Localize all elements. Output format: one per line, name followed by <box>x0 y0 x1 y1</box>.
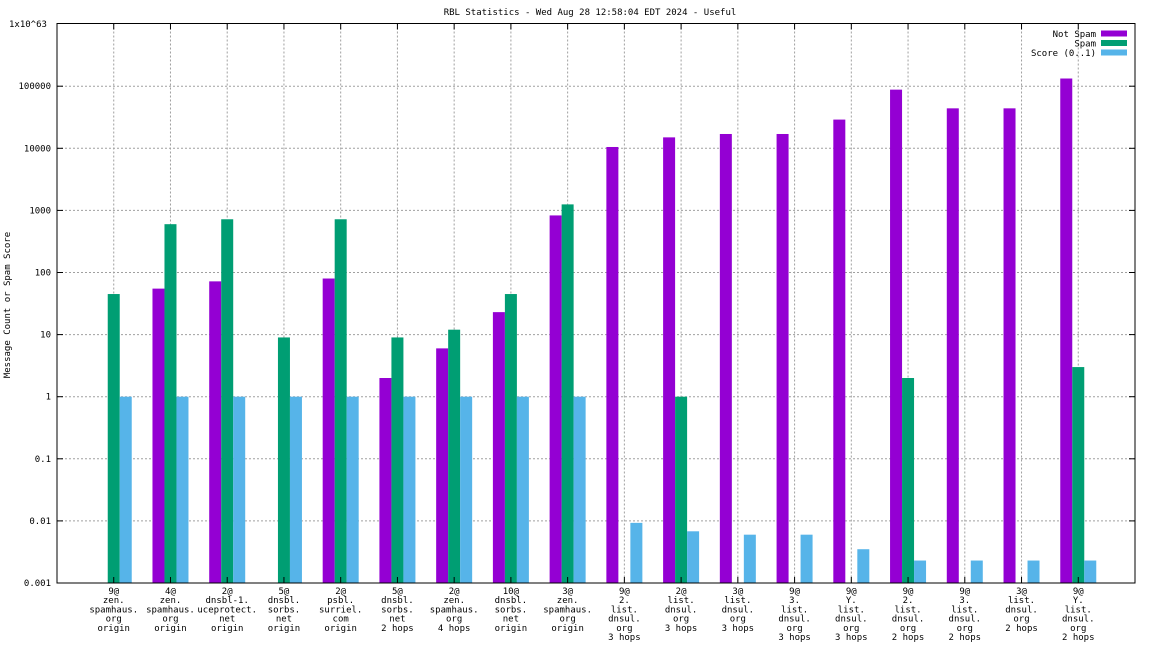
chart-title: RBL Statistics - Wed Aug 28 12:58:04 EDT… <box>444 8 737 18</box>
bars-layer <box>107 78 1097 584</box>
x-tick-label: 9@ Y. list. dnsul. org 2 hops <box>1062 587 1095 643</box>
x-tick-label: 3@ list. dnsul. org 3 hops <box>722 587 755 634</box>
y-tick-label: 100000 <box>18 82 51 92</box>
bar <box>914 560 927 583</box>
y-tick-label: 100 <box>35 269 51 279</box>
bar <box>663 137 676 583</box>
bar <box>176 396 189 583</box>
bar <box>164 224 177 583</box>
bar <box>970 560 983 583</box>
x-tick-label: 2@ list. dnsul. org 3 hops <box>665 587 698 634</box>
x-tick-label: 9@ Y. list. dnsul. org 3 hops <box>835 587 868 643</box>
legend-label: Spam <box>1074 40 1096 50</box>
bar <box>391 337 404 583</box>
legend-label: Score (0..1) <box>1031 49 1096 59</box>
x-tick-label: 3@ zen. spamhaus. org origin <box>543 587 592 634</box>
plot-border <box>56 23 1136 584</box>
x-tick-label: 4@ zen. spamhaus. org origin <box>146 587 195 634</box>
y-tick-label: 0.01 <box>29 517 51 527</box>
x-tick-label: 2@ zen. spamhaus. org 4 hops <box>430 587 479 634</box>
bar <box>334 219 347 584</box>
legend-swatch <box>1101 40 1127 46</box>
y-tick-label: 10 <box>40 331 51 341</box>
bar <box>687 531 700 583</box>
x-tick-label: 10@ dnsbl. sorbs. net origin <box>495 587 528 634</box>
bar <box>561 204 574 583</box>
bar <box>460 396 473 583</box>
bar <box>719 133 732 583</box>
legend-label: Not Spam <box>1053 30 1096 40</box>
bar <box>492 312 505 583</box>
grid-lines <box>57 23 1135 583</box>
x-tick-label: 9@ 2. list. dnsul. org 2 hops <box>892 587 925 643</box>
bar <box>776 133 789 583</box>
x-tick-label: 5@ dnsbl. sorbs. net origin <box>268 587 301 634</box>
bar <box>833 119 846 583</box>
x-tick-label: 2@ dnsbl-1. uceprotect. net origin <box>197 587 257 634</box>
x-tick-label: 9@ 3. list. dnsul. org 2 hops <box>949 587 982 643</box>
y-tick-label: 1000 <box>29 206 51 216</box>
y-tick-label: 10000 <box>24 144 51 154</box>
bar <box>1003 108 1016 584</box>
y-axis-top-label: 1x10^63 <box>9 20 47 30</box>
bar <box>800 534 813 583</box>
y-tick-label: 1 <box>46 393 51 403</box>
bar <box>857 549 870 583</box>
bar <box>902 378 915 583</box>
y-tick-label: 0.001 <box>24 579 51 589</box>
bar <box>277 337 290 583</box>
bar <box>1084 560 1097 583</box>
bar <box>573 396 586 583</box>
y-axis-ticks: 0.001 0.01 0.1 1 10 100 1000 10000 100000 <box>18 23 1135 589</box>
bar <box>1027 560 1040 583</box>
x-tick-label: 9@ 2. list. dnsul. org 3 hops <box>608 587 641 643</box>
y-axis-label: Message Count or Spam Score <box>3 232 13 378</box>
y-tick-label: 0.1 <box>35 455 51 465</box>
bar <box>436 348 449 583</box>
bar <box>606 146 619 584</box>
bar <box>322 278 335 583</box>
bar <box>152 288 165 583</box>
bar <box>289 396 302 583</box>
x-tick-label: 5@ dnsbl. sorbs. net 2 hops <box>381 587 414 634</box>
bar <box>1060 78 1073 583</box>
bar <box>379 378 392 583</box>
bar <box>233 396 246 583</box>
bar <box>1072 367 1085 583</box>
bar <box>946 108 959 584</box>
bar <box>630 522 643 583</box>
bar <box>890 89 903 583</box>
bar <box>346 396 359 583</box>
bar <box>504 294 517 583</box>
bar <box>675 396 688 583</box>
x-tick-label: 9@ 3. list. dnsul. org 3 hops <box>778 587 811 643</box>
x-tick-label: 9@ zen. spamhaus. org origin <box>89 587 138 634</box>
bar <box>743 534 756 583</box>
bar <box>516 396 529 583</box>
bar <box>549 215 562 584</box>
bar <box>209 281 222 583</box>
legend-swatch <box>1101 49 1127 56</box>
bar <box>448 329 461 583</box>
x-tick-label: 3@ list. dnsul. org 2 hops <box>1005 587 1038 634</box>
bar <box>403 396 416 583</box>
bar <box>221 219 234 584</box>
legend-swatch <box>1101 30 1127 37</box>
x-tick-label: 2@ psbl. surriel. com origin <box>319 587 362 634</box>
bar <box>107 294 120 583</box>
bar <box>119 396 132 583</box>
